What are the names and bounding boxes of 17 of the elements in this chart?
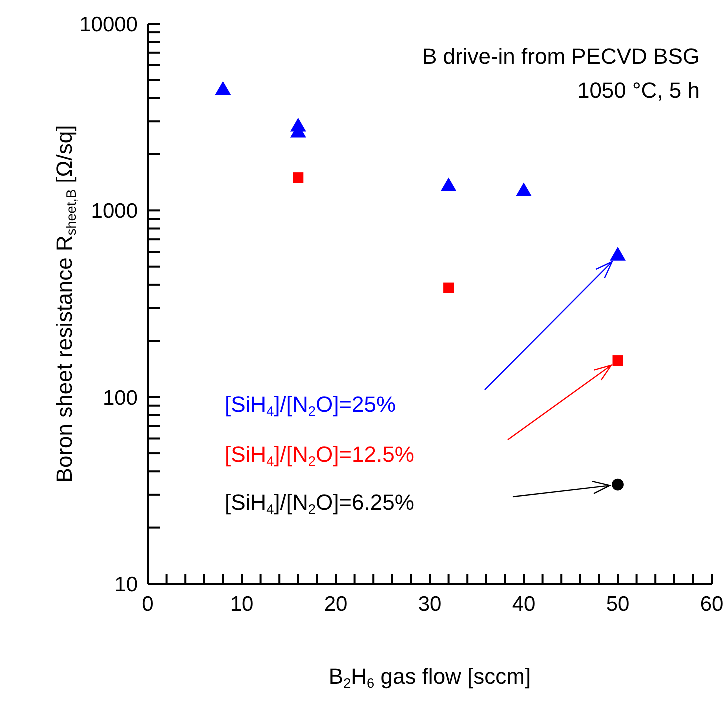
x-tick-label: 20 (324, 592, 348, 616)
text: [SiH$_{4}$]/[N$_{2}$O]=6.25% (225, 490, 414, 518)
y-tick-label: 10 (114, 573, 138, 596)
text: [SiH$_{4}$]/[N$_{2}$O]=25% (225, 392, 396, 420)
x-tick-label: 50 (606, 592, 630, 616)
x-axis-title: B$_{2}$H$_{6}$ gas flow [sccm] (328, 664, 532, 692)
x-tick-label: 30 (418, 592, 442, 616)
y-tick-label: 10000 (80, 13, 138, 36)
x-tick-label: 40 (512, 592, 536, 616)
x-tick-label: 10 (230, 592, 254, 616)
x-tick-label: 60 (700, 592, 724, 616)
x-tick-label: 0 (142, 592, 154, 616)
annotation: 1050 °C, 5 h (577, 78, 700, 103)
y-tick-label: 1000 (91, 200, 138, 224)
annotation: B drive-in from PECVD BSG (422, 44, 700, 69)
text: [SiH$_{4}$]/[N$_{2}$O]=12.5% (225, 442, 414, 470)
y-tick-label: 100 (102, 386, 138, 410)
